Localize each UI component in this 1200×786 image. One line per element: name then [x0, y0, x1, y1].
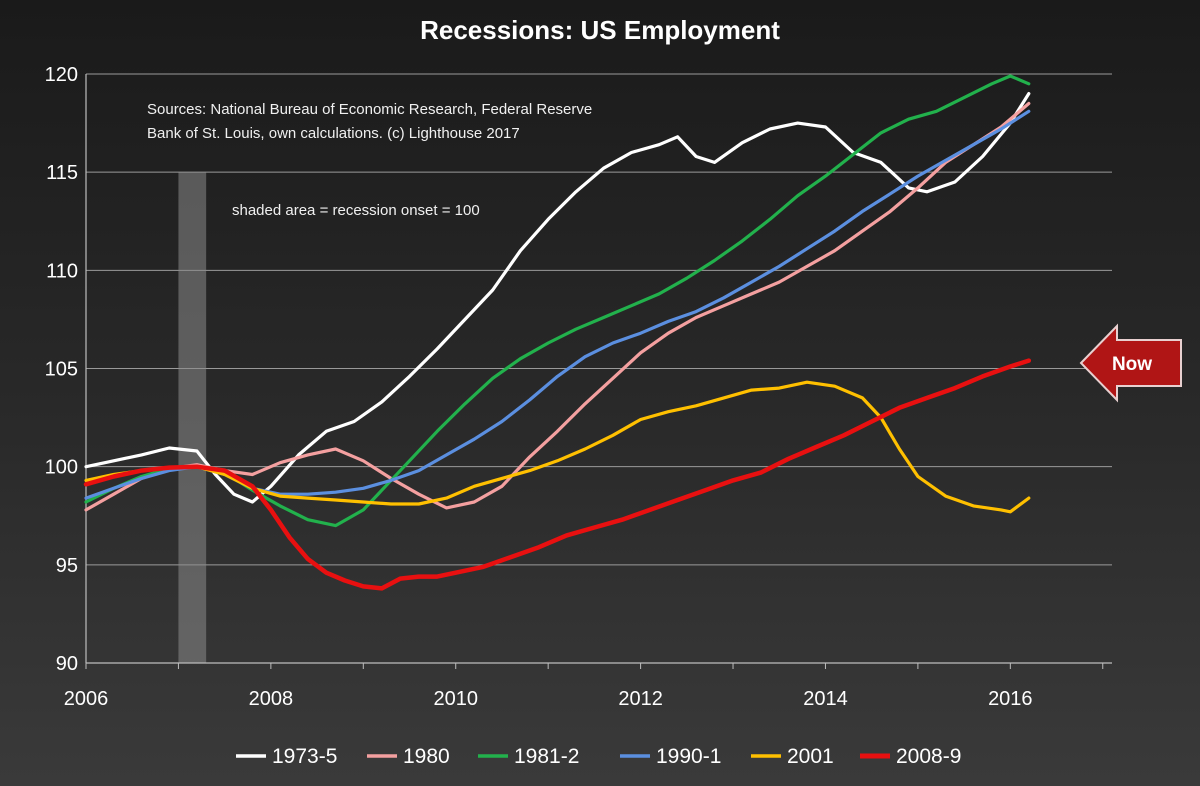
- now-arrow-shape: [1079, 323, 1182, 403]
- sources-annotation-line1: Sources: National Bureau of Economic Res…: [147, 101, 592, 118]
- legend-label: 1980: [403, 745, 450, 768]
- legend-label: 1973-5: [272, 745, 337, 768]
- now-label: Now: [1112, 354, 1152, 375]
- y-tick-labels: 90 95 100 105 110 115 120: [45, 64, 78, 675]
- sources-annotation-line2: Bank of St. Louis, own calculations. (c)…: [147, 125, 520, 142]
- recession-shade-rect: [178, 172, 207, 663]
- legend-label: 2008-9: [896, 745, 961, 768]
- x-tick-label: 2016: [988, 688, 1033, 710]
- series-line-2008-9: [83, 358, 1032, 591]
- shaded-area-note: shaded area = recession onset = 100: [232, 202, 480, 219]
- x-tick-label: 2014: [803, 688, 848, 710]
- x-tick-label: 2006: [64, 688, 109, 710]
- x-tick-labels: 2006 2008 2010 2012 2014 2016: [64, 688, 1033, 710]
- y-tick-label: 120: [45, 64, 78, 86]
- chart-title: Recessions: US Employment: [420, 15, 780, 45]
- y-tick-label: 95: [56, 555, 78, 577]
- series-line-1973-5: [84, 92, 1031, 504]
- axes: [85, 74, 1112, 669]
- series-line-1981-2: [84, 74, 1031, 528]
- series-line-1980: [84, 101, 1031, 512]
- y-tick-label: 115: [46, 162, 78, 184]
- x-tick-label: 2008: [249, 688, 294, 710]
- y-tick-label: 90: [56, 653, 78, 675]
- legend-label: 1981-2: [514, 745, 579, 768]
- x-tick-label: 2012: [618, 688, 663, 710]
- x-tick-label: 2010: [433, 688, 478, 710]
- legend-label: 1990-1: [656, 745, 721, 768]
- series-line-2001: [84, 380, 1031, 514]
- now-arrow: Now: [1079, 323, 1182, 403]
- recession-shading: [178, 172, 207, 663]
- y-tick-label: 105: [45, 359, 78, 381]
- y-tick-label: 110: [46, 260, 78, 282]
- legend: 1973-5 1980 1981-2 1990-1 2001 2008-9: [236, 745, 961, 768]
- legend-label: 2001: [787, 745, 834, 768]
- series-lines: [83, 74, 1032, 591]
- y-tick-label: 100: [45, 457, 78, 479]
